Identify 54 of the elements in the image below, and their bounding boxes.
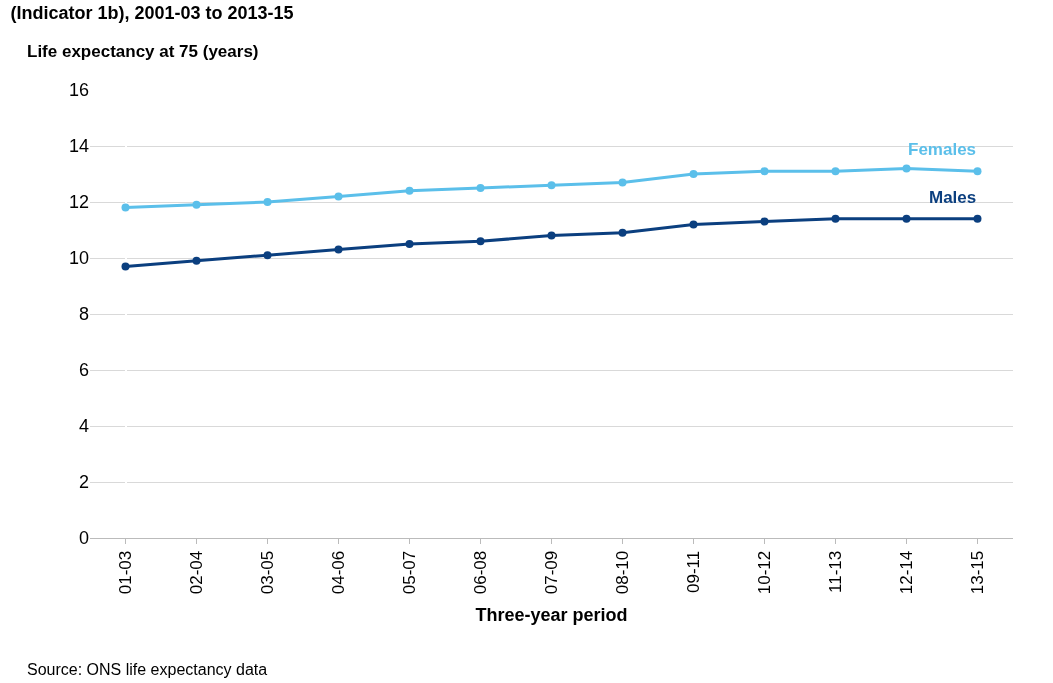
point: [263, 251, 272, 260]
y-tick-label: 16: [68, 80, 89, 101]
point: [760, 167, 769, 176]
y-tick-label: 6: [78, 360, 89, 381]
point: [689, 220, 698, 229]
point: [405, 186, 414, 195]
x-tick-label: 07-09: [542, 550, 562, 595]
x-tick-label: 11-13: [826, 550, 846, 594]
x-tick-label: 01-03: [116, 550, 136, 595]
point: [618, 228, 627, 237]
x-tick-label: 09-11: [684, 550, 704, 594]
point: [121, 203, 130, 212]
point: [831, 167, 840, 176]
y-tick-label: 10: [68, 248, 89, 269]
point: [831, 214, 840, 223]
point: [192, 200, 201, 209]
x-tick-label: 08-10: [613, 550, 633, 595]
point: [121, 262, 130, 271]
point: [192, 256, 201, 265]
x-tick-label: 05-07: [400, 550, 420, 595]
y-tick-label: 12: [68, 192, 89, 213]
series-label: Males: [929, 188, 977, 207]
x-tick-label: 13-15: [968, 550, 988, 595]
point: [547, 181, 556, 190]
x-tick-label: 10-12: [755, 550, 775, 595]
point: [476, 237, 485, 246]
point: [334, 192, 343, 201]
y-tick-label: 4: [78, 416, 89, 437]
point: [973, 214, 982, 223]
point: [902, 214, 911, 223]
source-note: Source: ONS life expectancy data: [27, 661, 268, 678]
y-tick-label: 14: [68, 136, 89, 157]
x-tick-label: 06-08: [471, 550, 491, 595]
point: [405, 240, 414, 248]
y-axis-title: Life expectancy at 75 (years): [27, 42, 259, 61]
y-tick-label: 8: [78, 304, 89, 325]
x-tick-label: 12-14: [897, 550, 917, 595]
point: [263, 198, 272, 206]
x-tick-label: 03-05: [258, 550, 278, 595]
point: [689, 170, 698, 178]
point: [973, 167, 982, 176]
x-tick-label: 04-06: [329, 550, 349, 595]
chart-title: (Indicator 1b), 2001-03 to 2013-15: [10, 3, 294, 24]
point: [902, 164, 911, 173]
x-tick-label: 02-04: [187, 550, 207, 595]
point: [618, 178, 627, 187]
point: [334, 245, 343, 254]
y-tick-label: 2: [78, 472, 89, 493]
point: [476, 184, 485, 192]
point: [547, 231, 556, 240]
y-tick-label: 0: [78, 528, 89, 549]
series-label: Females: [908, 140, 977, 159]
x-axis-title: Three-year period: [475, 605, 628, 626]
point: [760, 217, 769, 226]
